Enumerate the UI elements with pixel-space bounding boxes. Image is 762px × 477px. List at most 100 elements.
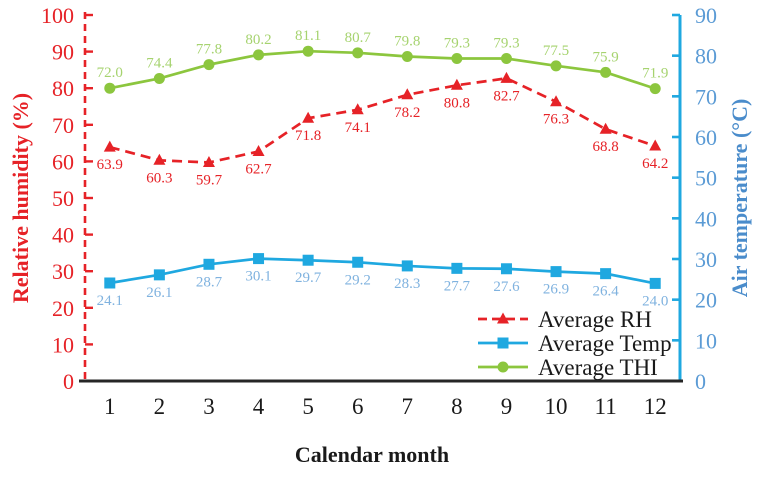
data-point-label: 74.1 [345, 120, 371, 136]
left-axis: 0 10 20 30 40 50 60 70 80 90 100 [41, 3, 93, 394]
x-axis-tick-label: 2 [154, 394, 166, 419]
right-axis-tick-label: 80 [695, 44, 717, 69]
triangle-marker [649, 139, 662, 151]
left-axis-tick-label: 100 [41, 3, 74, 28]
data-point-label: 75.9 [593, 49, 619, 65]
data-point-label: 81.1 [295, 28, 321, 44]
triangle-marker [202, 155, 215, 167]
left-axis-tick-label: 60 [52, 149, 74, 174]
data-point-label: 28.3 [394, 276, 420, 292]
data-point-label: 24.0 [642, 293, 668, 309]
right-axis-tick-label: 40 [695, 206, 717, 231]
square-marker [451, 262, 463, 274]
circle-marker [649, 83, 661, 95]
left-axis-tick-label: 70 [52, 113, 74, 138]
square-marker [550, 266, 562, 278]
data-point-label: 77.5 [543, 43, 569, 59]
data-point-label: 79.3 [444, 36, 470, 52]
x-axis-tick-label: 12 [644, 394, 667, 419]
right-axis-tick-label: 0 [695, 369, 706, 394]
right-axis-tick-label: 10 [695, 328, 717, 353]
data-point-label: 68.8 [593, 139, 619, 155]
x-axis-tick-label: 6 [352, 394, 364, 419]
data-point-label: 27.7 [444, 278, 471, 294]
series-line [109, 49, 656, 90]
left-axis-tick-label: 20 [52, 296, 74, 321]
data-point-label: 26.1 [146, 285, 172, 301]
data-point-label: 29.7 [295, 270, 322, 286]
series-average-thi: 72.0 74.4 77.8 80.2 81.1 80.7 79.8 79.3 79.3 77.5… [97, 28, 668, 95]
triangle-marker [497, 312, 509, 324]
triangle-marker [252, 145, 265, 157]
square-marker [153, 269, 165, 281]
left-axis-title: Relative humidity (%) [8, 92, 33, 304]
legend-item-average-thi: Average THI [478, 355, 658, 380]
triangle-marker [302, 111, 315, 123]
legend-item-average-rh: Average RH [478, 307, 652, 332]
left-axis-tick-label: 30 [52, 259, 74, 284]
x-axis-tick-label: 9 [501, 394, 513, 419]
data-point-label: 80.7 [345, 30, 372, 46]
right-axis: 0 10 20 30 40 50 60 70 80 90 [672, 3, 717, 394]
circle-marker [451, 53, 463, 65]
square-marker [302, 254, 314, 266]
data-point-label: 80.2 [245, 32, 271, 48]
right-axis-title: Air temperature (°C) [727, 98, 752, 298]
data-point-label: 77.8 [196, 42, 222, 58]
data-point-label: 78.2 [394, 105, 420, 121]
triangle-marker [103, 140, 116, 152]
square-marker [352, 256, 364, 268]
square-marker [104, 277, 116, 289]
legend-label: Average THI [538, 355, 658, 380]
data-point-label: 29.2 [345, 272, 371, 288]
x-axis-tick-label: 4 [253, 394, 265, 419]
data-point-label: 63.9 [97, 157, 123, 173]
data-point-label: 60.3 [146, 170, 172, 186]
right-axis-tick-label: 90 [695, 3, 717, 28]
left-axis-tick-label: 90 [52, 40, 74, 65]
right-axis-tick-label: 30 [695, 247, 717, 272]
x-axis-tick-label: 3 [203, 394, 215, 419]
data-point-label: 28.7 [196, 274, 223, 290]
x-axis-tick-label: 8 [451, 394, 463, 419]
triangle-marker [351, 103, 364, 115]
data-point-label: 79.3 [493, 36, 519, 52]
square-marker [497, 337, 509, 349]
x-axis-tick-label: 10 [545, 394, 568, 419]
circle-marker [153, 72, 165, 84]
circle-marker [302, 45, 314, 57]
data-point-label: 71.9 [642, 66, 668, 82]
data-point-label: 71.8 [295, 128, 321, 144]
data-point-label: 74.4 [146, 55, 173, 71]
circle-marker [352, 47, 364, 59]
left-axis-tick-label: 50 [52, 186, 74, 211]
circle-marker [253, 49, 265, 61]
data-point-label: 80.8 [444, 95, 470, 111]
data-point-label: 26.9 [543, 282, 569, 298]
data-point-label: 72.0 [97, 65, 123, 81]
data-point-label: 79.8 [394, 33, 420, 49]
circle-marker [401, 50, 413, 62]
series-line [109, 257, 656, 285]
left-axis-tick-label: 40 [52, 223, 74, 248]
x-axis-tick-label: 11 [595, 394, 617, 419]
series-average-temp: 24.1 26.1 28.7 30.1 29.7 29.2 28.3 27.7 27.6 26.9… [97, 253, 668, 309]
data-point-label: 62.7 [245, 162, 272, 178]
x-axis: 1 2 3 4 5 6 7 8 9 10 11 12 [79, 379, 683, 419]
triangle-marker [153, 153, 166, 165]
x-axis-tick-label: 1 [104, 394, 116, 419]
left-axis-tick-label: 80 [52, 76, 74, 101]
left-axis-tick-label: 0 [63, 369, 74, 394]
circle-marker [500, 53, 512, 65]
triangle-marker [500, 71, 513, 83]
data-point-label: 26.4 [593, 284, 620, 300]
x-axis-tick-label: 7 [402, 394, 414, 419]
square-marker [649, 277, 661, 289]
circle-marker [497, 361, 509, 373]
square-marker [600, 268, 612, 280]
right-axis-tick-label: 70 [695, 84, 717, 109]
data-point-label: 24.1 [97, 293, 123, 309]
